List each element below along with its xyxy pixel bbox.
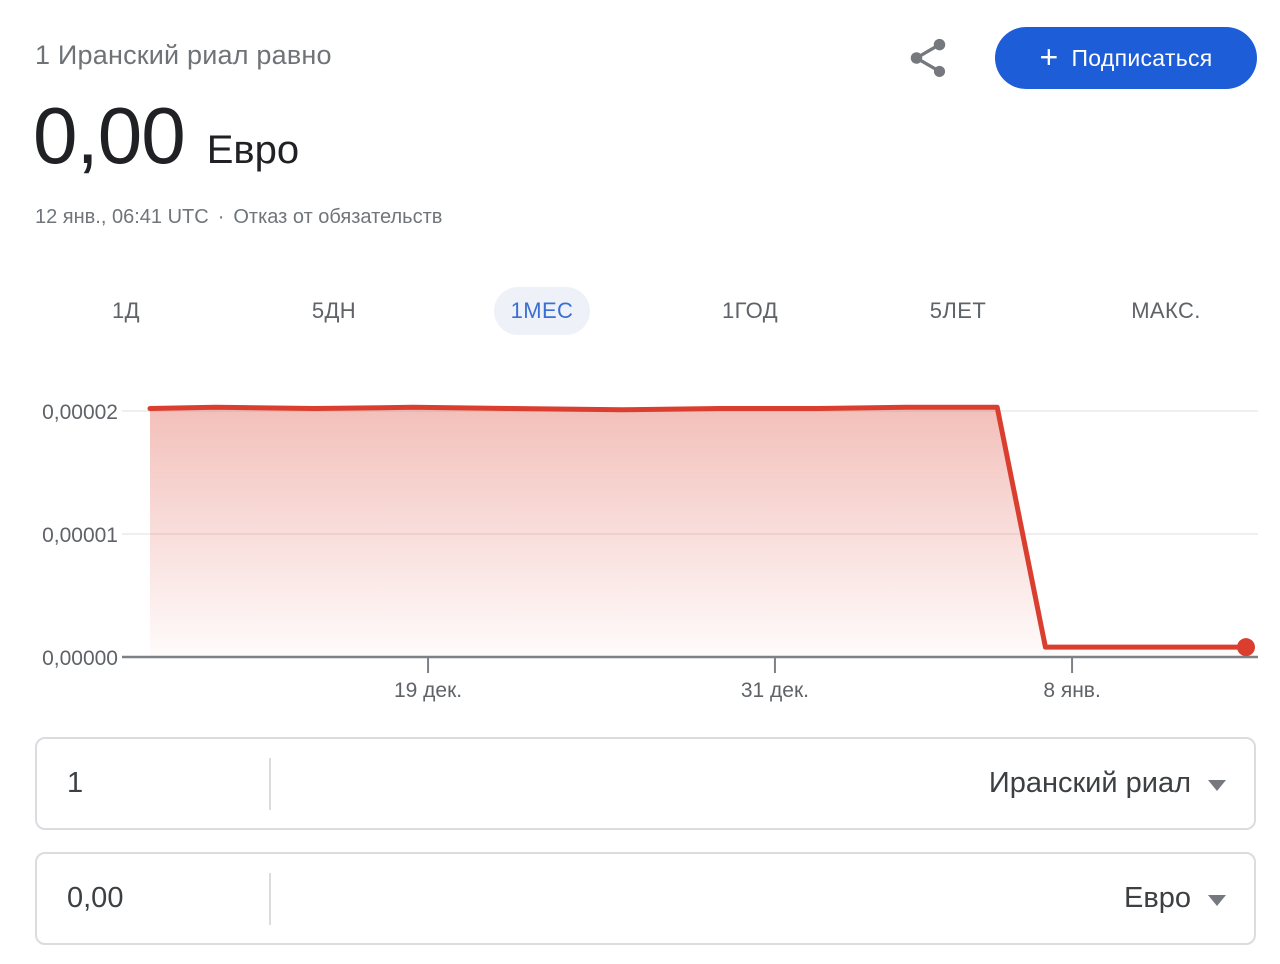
converter-to-row: Евро xyxy=(35,852,1256,945)
tab-5d[interactable]: 5ДН xyxy=(230,286,438,336)
x-axis-label: 8 янв. xyxy=(1043,679,1100,702)
chevron-down-icon xyxy=(1208,894,1226,906)
page-title: 1 Иранский риал равно xyxy=(35,40,332,70)
subscribe-button[interactable]: + Подписаться xyxy=(995,27,1257,89)
x-axis-label: 31 дек. xyxy=(741,679,809,702)
chart-area xyxy=(150,407,1246,657)
x-axis-label: 19 дек. xyxy=(394,679,462,702)
conversion-currency: Евро xyxy=(206,128,300,172)
dot-separator: · xyxy=(217,206,225,228)
amount-to-input[interactable] xyxy=(67,882,269,915)
currency-from-label: Иранский риал xyxy=(988,767,1191,799)
currency-to-select[interactable]: Евро xyxy=(1124,882,1226,915)
currency-to-label: Евро xyxy=(1123,882,1191,914)
tab-1y[interactable]: 1ГОД xyxy=(646,286,854,336)
tab-max[interactable]: МАКС. xyxy=(1062,286,1270,336)
amount-from-input[interactable] xyxy=(67,767,269,800)
conversion-value: 0,00 xyxy=(33,91,186,180)
chevron-down-icon xyxy=(1208,779,1226,791)
tab-1m[interactable]: 1МЕС xyxy=(438,286,646,336)
tab-5y[interactable]: 5ЛЕТ xyxy=(854,286,1062,336)
price-chart[interactable]: 0,00002 0,00001 0,00000 19 дек. 31 дек. 8 янв… xyxy=(0,380,1280,710)
disclaimer-link[interactable]: Отказ от обязательств xyxy=(233,206,443,228)
converter-from-row: Иранский риал xyxy=(35,737,1256,830)
tab-1d[interactable]: 1Д xyxy=(22,286,230,336)
y-axis-label: 0,00001 xyxy=(42,524,118,547)
y-axis-label: 0,00000 xyxy=(42,647,118,670)
share-icon xyxy=(910,38,946,78)
y-axis-label: 0,00002 xyxy=(42,401,118,424)
share-button[interactable] xyxy=(901,31,955,85)
input-divider xyxy=(269,757,271,810)
subscribe-label: Подписаться xyxy=(1071,44,1213,71)
timestamp: 12 янв., 06:41 UTC xyxy=(35,206,209,228)
chart-line xyxy=(147,404,1249,650)
conversion-result: 0,00 Евро xyxy=(33,96,299,176)
time-range-tabs: 1Д 5ДН 1МЕС 1ГОД 5ЛЕТ МАКС. xyxy=(22,286,1270,336)
input-divider xyxy=(269,872,271,925)
chart-endpoint-dot xyxy=(1237,638,1255,657)
currency-from-select[interactable]: Иранский риал xyxy=(989,767,1226,800)
timestamp-row: 12 янв., 06:41 UTC · Отказ от обязательс… xyxy=(35,206,442,229)
